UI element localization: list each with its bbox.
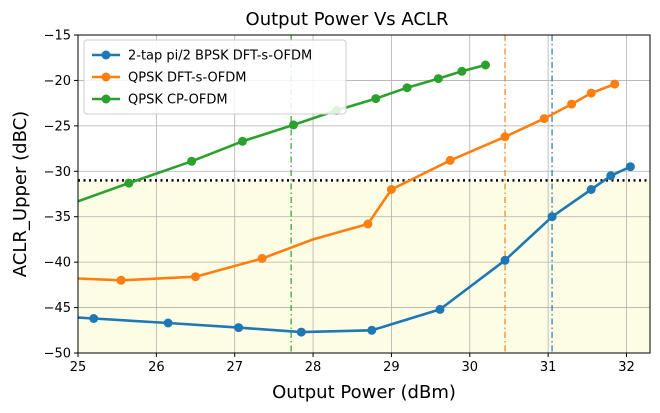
- data-point: [445, 155, 455, 165]
- x-tick-label: 27: [226, 360, 243, 375]
- y-tick-label: −45: [44, 301, 71, 316]
- x-tick-label: 29: [383, 360, 400, 375]
- data-point: [606, 171, 616, 181]
- data-point: [402, 83, 412, 93]
- x-tick-label: 32: [618, 360, 635, 375]
- x-axis-title: Output Power (dBm): [272, 382, 456, 403]
- y-tick-label: −35: [44, 210, 71, 225]
- y-tick-label: −50: [44, 347, 71, 362]
- y-tick-label: −25: [44, 119, 71, 134]
- data-point: [257, 254, 267, 263]
- y-tick-label: −40: [44, 256, 71, 271]
- data-point: [187, 156, 197, 166]
- data-point: [435, 304, 445, 314]
- data-point: [234, 323, 244, 333]
- legend-label-3: QPSK CP-OFDM: [128, 93, 228, 108]
- data-point: [500, 132, 510, 142]
- data-point: [191, 272, 200, 282]
- data-point: [116, 275, 126, 285]
- legend-label-2: QPSK DFT-s-OFDM: [128, 71, 246, 86]
- data-point: [371, 94, 381, 104]
- data-point: [481, 60, 490, 70]
- data-point: [433, 74, 443, 84]
- y-tick-label: −30: [44, 165, 71, 180]
- chart-title: Output Power Vs ACLR: [246, 9, 449, 30]
- legend-marker-1: [101, 50, 111, 60]
- x-tick-label: 31: [540, 360, 557, 375]
- data-point: [386, 185, 396, 194]
- data-point: [296, 327, 306, 337]
- shaded-region: [78, 180, 650, 353]
- x-tick-label: 26: [148, 360, 165, 375]
- data-point: [539, 114, 549, 124]
- legend-box: [83, 39, 347, 115]
- data-point: [289, 120, 298, 130]
- x-tick-label: 30: [462, 360, 479, 375]
- series-1: [77, 162, 635, 337]
- x-tick-label: 25: [70, 360, 87, 375]
- data-point: [124, 178, 134, 188]
- y-axis-title: ACLR_Upper (dBC): [10, 111, 31, 277]
- axes-frame: [77, 34, 651, 354]
- data-point: [163, 318, 173, 328]
- legend-label-1: 2-tap pi/2 BPSK DFT-s-OFDM: [128, 49, 312, 64]
- y-tick-label: −15: [44, 29, 71, 44]
- data-point: [586, 88, 596, 98]
- legend-marker-3: [101, 94, 111, 104]
- data-point: [89, 314, 99, 323]
- x-tick-label: 28: [305, 360, 322, 375]
- legend: 2-tap pi/2 BPSK DFT-s-OFDM QPSK DFT-s-OFD…: [83, 39, 347, 115]
- data-point: [457, 66, 467, 76]
- series-2: [77, 79, 620, 285]
- data-point: [547, 212, 557, 222]
- data-point: [625, 162, 635, 172]
- legend-marker-2: [101, 72, 111, 82]
- data-point: [610, 79, 620, 89]
- data-point: [238, 136, 247, 146]
- data-point: [363, 219, 373, 229]
- data-point: [586, 185, 596, 194]
- y-tick-label: −20: [44, 74, 71, 89]
- data-point: [367, 325, 377, 335]
- data-point: [567, 99, 577, 109]
- data-point: [500, 255, 510, 265]
